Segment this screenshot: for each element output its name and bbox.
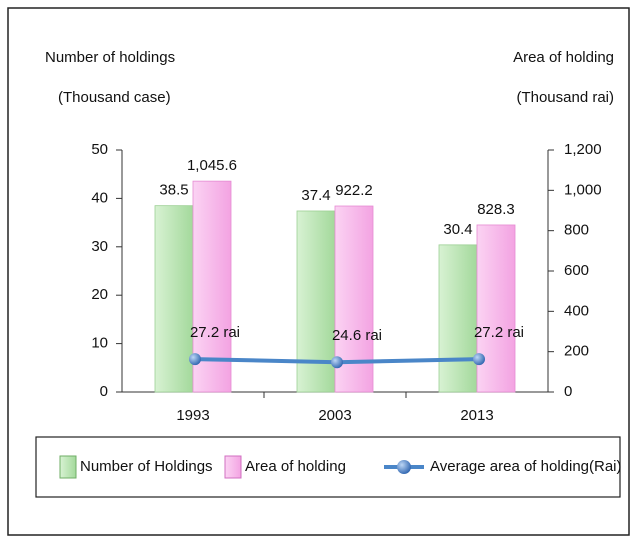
y-tick-label: 10 bbox=[91, 335, 108, 352]
marker bbox=[331, 356, 343, 369]
x-tick-label: 2013 bbox=[460, 407, 493, 424]
legend-swatch bbox=[224, 455, 242, 479]
value-label: 1,045.6 bbox=[187, 157, 237, 174]
value-label: 828.3 bbox=[477, 201, 515, 218]
y-tick-label: 40 bbox=[91, 189, 108, 206]
x-tick-label: 2003 bbox=[318, 407, 351, 424]
value-label: 24.6 rai bbox=[332, 327, 382, 344]
y2-axis-label: (Thousand rai) bbox=[516, 89, 614, 106]
bar bbox=[476, 224, 516, 393]
y2-axis-label: Area of holding bbox=[513, 49, 614, 66]
legend-label: Area of holding bbox=[245, 458, 346, 475]
value-label: 27.2 rai bbox=[474, 324, 524, 341]
y2-tick-label: 0 bbox=[564, 383, 572, 400]
y-axis-label: (Thousand case) bbox=[58, 89, 171, 106]
legend bbox=[35, 436, 621, 498]
legend-swatch bbox=[59, 455, 77, 479]
y2-tick-label: 200 bbox=[564, 343, 589, 360]
value-label: 38.5 bbox=[159, 182, 188, 199]
y-axis-label: Number of holdings bbox=[45, 49, 175, 66]
x-tick-label: 1993 bbox=[176, 407, 209, 424]
y-tick-label: 50 bbox=[91, 141, 108, 158]
value-label: 27.2 rai bbox=[190, 324, 240, 341]
legend-label: Number of Holdings bbox=[80, 458, 213, 475]
y2-tick-label: 600 bbox=[564, 262, 589, 279]
y-tick-label: 30 bbox=[91, 238, 108, 255]
legend-label: Average area of holding(Rai) bbox=[430, 458, 622, 475]
marker bbox=[473, 353, 485, 366]
y2-tick-label: 800 bbox=[564, 222, 589, 239]
bar bbox=[154, 205, 194, 393]
legend-marker bbox=[397, 460, 411, 474]
marker bbox=[189, 353, 201, 366]
value-label: 922.2 bbox=[335, 182, 373, 199]
y2-tick-label: 1,200 bbox=[564, 141, 602, 158]
bar bbox=[438, 244, 478, 393]
y-tick-label: 0 bbox=[100, 383, 108, 400]
y2-tick-label: 1,000 bbox=[564, 181, 602, 198]
bar bbox=[296, 210, 336, 393]
value-label: 37.4 bbox=[301, 187, 330, 204]
value-label: 30.4 bbox=[443, 221, 472, 238]
y2-tick-label: 400 bbox=[564, 302, 589, 319]
y-tick-label: 20 bbox=[91, 286, 108, 303]
